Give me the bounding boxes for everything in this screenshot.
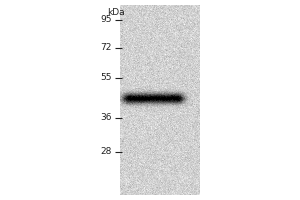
Text: kDa: kDa xyxy=(107,8,125,17)
Text: 28: 28 xyxy=(100,148,112,156)
Text: 55: 55 xyxy=(100,73,112,82)
Text: 95: 95 xyxy=(100,16,112,24)
Text: 36: 36 xyxy=(100,114,112,122)
Text: 72: 72 xyxy=(100,44,112,52)
